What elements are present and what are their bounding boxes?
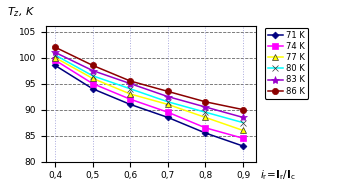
80 K xyxy=(241,121,245,124)
71 K xyxy=(53,64,57,67)
80 K xyxy=(128,88,132,90)
83 K xyxy=(91,69,95,72)
Line: 74 K: 74 K xyxy=(52,57,246,141)
83 K xyxy=(166,96,170,98)
71 K xyxy=(91,88,95,90)
86 K xyxy=(241,108,245,111)
74 K xyxy=(91,83,95,85)
74 K xyxy=(128,98,132,100)
86 K xyxy=(91,64,95,67)
86 K xyxy=(128,80,132,82)
77 K xyxy=(128,93,132,95)
Line: 86 K: 86 K xyxy=(52,44,246,113)
86 K xyxy=(203,101,207,103)
Line: 77 K: 77 K xyxy=(52,55,246,133)
74 K xyxy=(241,137,245,139)
Text: $i_{\rm r}\!=\!\mathbf{I}_{\rm r}/\mathbf{I}_{\rm c}$: $i_{\rm r}\!=\!\mathbf{I}_{\rm r}/\mathb… xyxy=(260,169,296,182)
Text: $T_z$, K: $T_z$, K xyxy=(7,6,35,19)
74 K xyxy=(53,59,57,61)
86 K xyxy=(53,46,57,48)
Line: 83 K: 83 K xyxy=(51,48,247,122)
74 K xyxy=(203,127,207,129)
Line: 71 K: 71 K xyxy=(53,63,245,149)
80 K xyxy=(203,111,207,113)
Legend: 71 K, 74 K, 77 K, 80 K, 83 K, 86 K: 71 K, 74 K, 77 K, 80 K, 83 K, 86 K xyxy=(265,28,309,99)
71 K xyxy=(128,103,132,105)
80 K xyxy=(91,75,95,77)
71 K xyxy=(166,116,170,119)
83 K xyxy=(241,116,245,119)
77 K xyxy=(53,56,57,59)
83 K xyxy=(128,83,132,85)
71 K xyxy=(241,145,245,147)
80 K xyxy=(166,101,170,103)
Line: 80 K: 80 K xyxy=(52,52,246,126)
77 K xyxy=(203,116,207,119)
77 K xyxy=(166,103,170,105)
77 K xyxy=(91,77,95,80)
77 K xyxy=(241,129,245,132)
71 K xyxy=(203,132,207,134)
83 K xyxy=(53,51,57,53)
86 K xyxy=(166,90,170,92)
74 K xyxy=(166,111,170,113)
83 K xyxy=(203,106,207,108)
80 K xyxy=(53,54,57,56)
